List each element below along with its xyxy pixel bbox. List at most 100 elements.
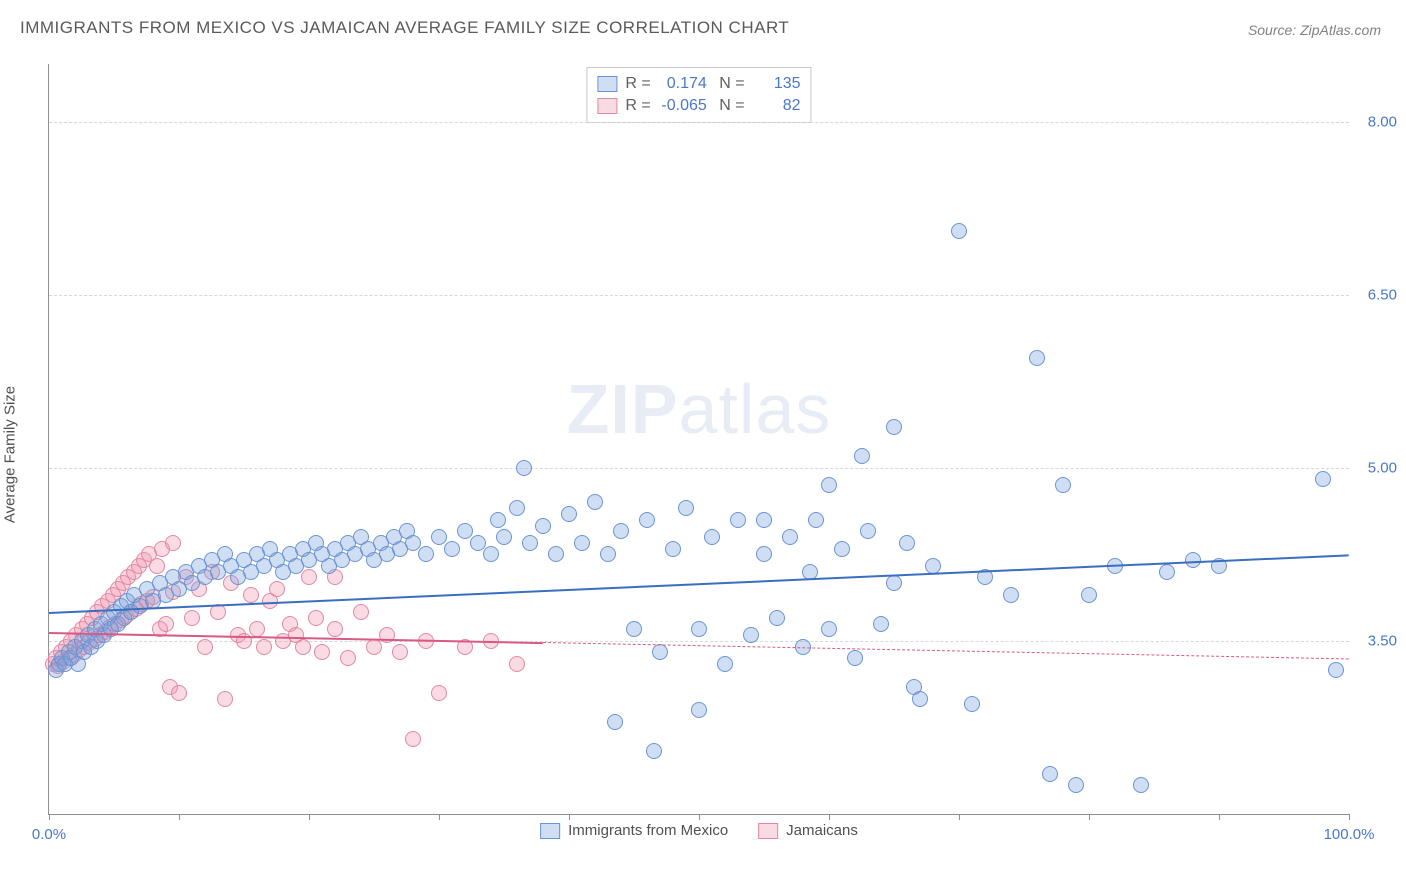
data-point-jamaica (340, 650, 356, 666)
data-point-mexico (600, 546, 616, 562)
data-point-mexico (834, 541, 850, 557)
data-point-jamaica (366, 639, 382, 655)
data-point-mexico (405, 535, 421, 551)
correlation-legend: R =0.174 N =135 R =-0.065 N =82 (586, 67, 811, 123)
data-point-mexico (691, 621, 707, 637)
data-point-mexico (639, 512, 655, 528)
data-point-mexico (1003, 587, 1019, 603)
data-point-mexico (483, 546, 499, 562)
data-point-mexico (607, 714, 623, 730)
data-point-mexico (652, 644, 668, 660)
data-point-mexico (951, 223, 967, 239)
swatch-mexico-icon (540, 823, 560, 839)
data-point-mexico (613, 523, 629, 539)
chart-title: IMMIGRANTS FROM MEXICO VS JAMAICAN AVERA… (20, 18, 789, 38)
data-point-mexico (496, 529, 512, 545)
x-tick (569, 814, 570, 820)
data-point-jamaica (301, 569, 317, 585)
data-point-mexico (730, 512, 746, 528)
legend-item-mexico: Immigrants from Mexico (540, 822, 728, 839)
x-tick (309, 814, 310, 820)
data-point-mexico (561, 506, 577, 522)
data-point-jamaica (217, 691, 233, 707)
data-point-jamaica (249, 621, 265, 637)
y-tick-label: 8.00 (1355, 113, 1397, 130)
data-point-mexico (1081, 587, 1097, 603)
series-legend: Immigrants from Mexico Jamaicans (540, 822, 858, 839)
chart-plot-area: ZIPatlas R =0.174 N =135 R =-0.065 N =82… (48, 64, 1349, 815)
y-axis-label: Average Family Size (2, 386, 19, 523)
data-point-mexico (769, 610, 785, 626)
data-point-mexico (574, 535, 590, 551)
x-tick-label: 0.0% (32, 826, 66, 843)
data-point-jamaica (197, 639, 213, 655)
data-point-jamaica (405, 731, 421, 747)
data-point-mexico (717, 656, 733, 672)
data-point-mexico (1029, 350, 1045, 366)
data-point-mexico (444, 541, 460, 557)
data-point-mexico (821, 477, 837, 493)
data-point-mexico (1068, 777, 1084, 793)
data-point-jamaica (149, 558, 165, 574)
data-point-jamaica (165, 535, 181, 551)
data-point-jamaica (184, 610, 200, 626)
data-point-jamaica (256, 639, 272, 655)
legend-item-jamaica: Jamaicans (758, 822, 858, 839)
x-tick (959, 814, 960, 820)
data-point-mexico (899, 535, 915, 551)
gridline (49, 295, 1349, 296)
data-point-jamaica (431, 685, 447, 701)
data-point-mexico (678, 500, 694, 516)
data-point-mexico (535, 518, 551, 534)
data-point-jamaica (327, 621, 343, 637)
data-point-jamaica (314, 644, 330, 660)
data-point-mexico (886, 575, 902, 591)
x-tick (439, 814, 440, 820)
data-point-mexico (646, 743, 662, 759)
y-tick-label: 3.50 (1355, 632, 1397, 649)
data-point-jamaica (392, 644, 408, 660)
data-point-mexico (821, 621, 837, 637)
gridline (49, 468, 1349, 469)
x-tick (1349, 814, 1350, 820)
data-point-mexico (886, 419, 902, 435)
data-point-mexico (1328, 662, 1344, 678)
x-tick (49, 814, 50, 820)
data-point-mexico (964, 696, 980, 712)
watermark-text: ZIPatlas (567, 369, 832, 449)
data-point-mexico (691, 702, 707, 718)
data-point-mexico (587, 494, 603, 510)
data-point-mexico (1159, 564, 1175, 580)
data-point-mexico (860, 523, 876, 539)
data-point-mexico (873, 616, 889, 632)
swatch-jamaica-icon (758, 823, 778, 839)
data-point-jamaica (295, 639, 311, 655)
x-tick (829, 814, 830, 820)
data-point-mexico (1315, 471, 1331, 487)
data-point-mexico (1055, 477, 1071, 493)
data-point-mexico (912, 691, 928, 707)
data-point-mexico (847, 650, 863, 666)
data-point-mexico (756, 546, 772, 562)
x-tick (179, 814, 180, 820)
data-point-mexico (1133, 777, 1149, 793)
data-point-jamaica (308, 610, 324, 626)
data-point-jamaica (243, 587, 259, 603)
data-point-mexico (418, 546, 434, 562)
data-point-mexico (490, 512, 506, 528)
swatch-mexico-icon (597, 76, 617, 92)
data-point-mexico (782, 529, 798, 545)
data-point-jamaica (509, 656, 525, 672)
data-point-mexico (470, 535, 486, 551)
data-point-mexico (548, 546, 564, 562)
data-point-jamaica (269, 581, 285, 597)
data-point-mexico (522, 535, 538, 551)
data-point-mexico (743, 627, 759, 643)
data-point-mexico (509, 500, 525, 516)
x-tick (699, 814, 700, 820)
data-point-mexico (756, 512, 772, 528)
data-point-mexico (665, 541, 681, 557)
y-tick-label: 5.00 (1355, 459, 1397, 476)
data-point-mexico (457, 523, 473, 539)
x-tick (1089, 814, 1090, 820)
